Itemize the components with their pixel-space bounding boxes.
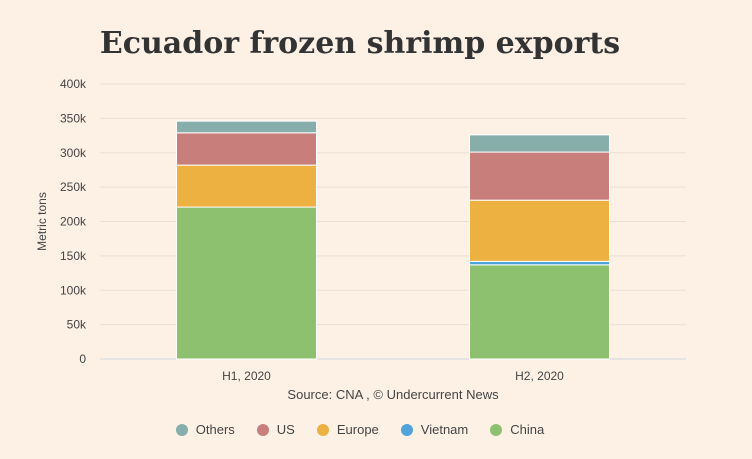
y-tick-label: 0 bbox=[79, 352, 86, 366]
bar-segment-us bbox=[469, 151, 610, 201]
legend-label: Others bbox=[195, 422, 235, 437]
y-tick-label: 350k bbox=[60, 111, 87, 125]
legend-item-us[interactable]: US bbox=[256, 422, 295, 437]
legend-swatch bbox=[490, 423, 503, 436]
y-tick-label: 300k bbox=[60, 146, 87, 160]
y-axis-title: Metric tons bbox=[35, 192, 49, 251]
y-tick-label: 150k bbox=[60, 249, 87, 263]
y-tick-label: 200k bbox=[60, 215, 87, 229]
x-tick-label: H2, 2020 bbox=[515, 369, 564, 383]
legend-swatch bbox=[400, 423, 413, 436]
legend-item-china[interactable]: China bbox=[490, 422, 544, 437]
legend-label: Europe bbox=[336, 422, 379, 437]
legend-swatch bbox=[316, 423, 329, 436]
bar-segment-others bbox=[469, 134, 610, 153]
bar-segment-vietnam bbox=[469, 260, 610, 266]
legend-item-others[interactable]: Others bbox=[175, 422, 235, 437]
y-tick-label: 50k bbox=[67, 318, 87, 332]
bar-segment-china bbox=[176, 206, 317, 360]
legend-label: China bbox=[510, 422, 545, 437]
bar-segment-us bbox=[176, 132, 317, 166]
bar-segment-europe bbox=[176, 164, 317, 208]
legend-label: Vietnam bbox=[420, 422, 469, 437]
legend-swatch bbox=[175, 423, 188, 436]
legend-item-europe[interactable]: Europe bbox=[316, 422, 379, 437]
chart-legend: Others US Europe Vietnam China bbox=[0, 422, 720, 437]
bar-segment-europe bbox=[469, 199, 610, 262]
legend-label: US bbox=[276, 422, 295, 437]
y-tick-label: 400k bbox=[60, 77, 87, 91]
bar-segment-china bbox=[469, 264, 610, 360]
x-tick-label: H1, 2020 bbox=[222, 369, 271, 383]
bar-segment-others bbox=[176, 120, 317, 134]
legend-item-vietnam[interactable]: Vietnam bbox=[400, 422, 469, 437]
y-tick-label: 250k bbox=[60, 180, 87, 194]
chart-title: Ecuador frozen shrimp exports bbox=[99, 26, 621, 61]
y-tick-label: 100k bbox=[60, 283, 87, 297]
legend-swatch bbox=[256, 423, 269, 436]
source-caption: Source: CNA , © Undercurrent News bbox=[287, 387, 499, 402]
